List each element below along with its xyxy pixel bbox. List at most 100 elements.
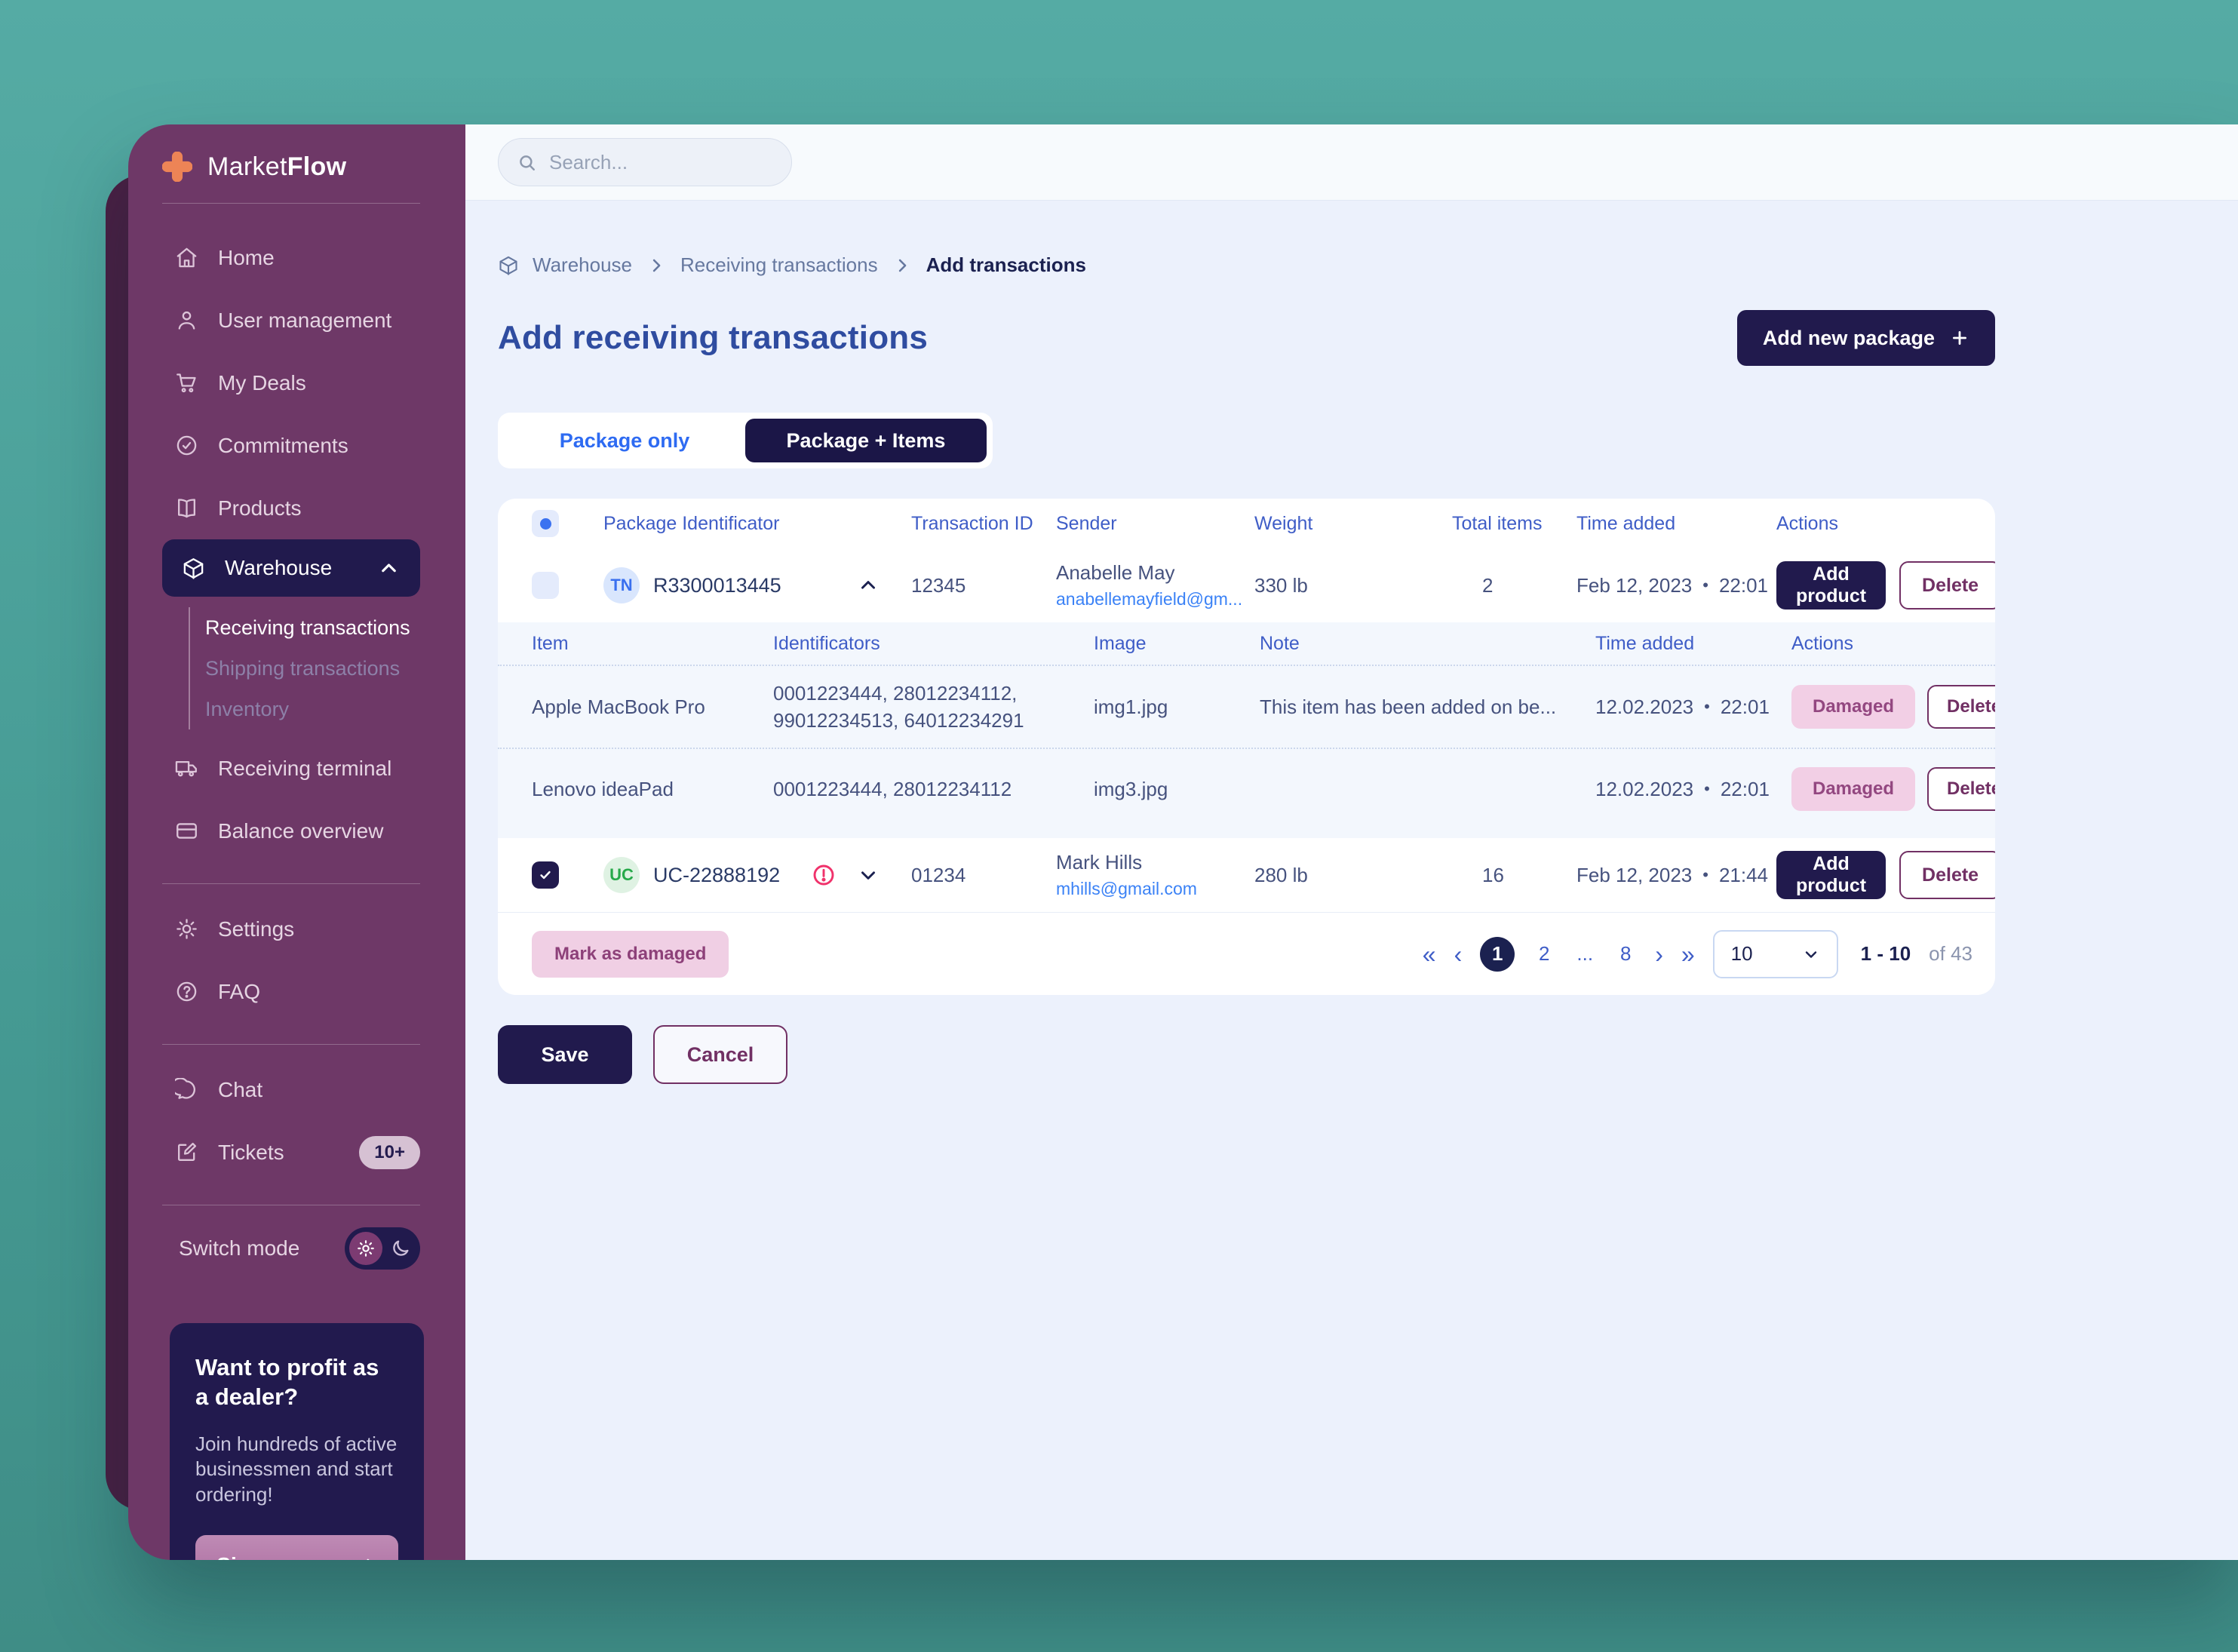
col-actions: Actions bbox=[1776, 512, 1838, 534]
sender-email-link[interactable]: anabellemayfield@gm... bbox=[1056, 589, 1243, 609]
tab-package-only[interactable]: Package only bbox=[559, 428, 690, 452]
sidebar-item-warehouse[interactable]: Warehouse bbox=[162, 539, 420, 597]
package-id: UC-22888192 bbox=[653, 863, 781, 886]
package-id: R3300013445 bbox=[653, 573, 781, 597]
logo-cross-icon bbox=[162, 152, 192, 182]
first-page-button[interactable]: « bbox=[1422, 940, 1436, 968]
sidebar-item-commitments[interactable]: Commitments bbox=[128, 414, 420, 477]
sidebar-divider bbox=[162, 203, 420, 204]
package-tabs: Package only Package + Items bbox=[498, 413, 993, 468]
sidebar: MarketFlow Home User management My Deals… bbox=[128, 124, 465, 1560]
add-new-package-button[interactable]: Add new package bbox=[1736, 310, 1995, 366]
item-name: Apple MacBook Pro bbox=[532, 695, 705, 718]
col-time-added: Time added bbox=[1595, 632, 1695, 654]
total-items-value: 2 bbox=[1482, 573, 1494, 597]
add-product-button[interactable]: Add product bbox=[1776, 561, 1886, 610]
chevron-up-icon bbox=[382, 563, 396, 572]
delete-package-button[interactable]: Delete bbox=[1899, 561, 1995, 610]
breadcrumb-receiving-transactions[interactable]: Receiving transactions bbox=[680, 253, 878, 276]
cube-icon bbox=[183, 557, 204, 579]
delete-item-button[interactable]: Delete bbox=[1927, 767, 1995, 811]
item-note: This item has been added on be... bbox=[1260, 695, 1557, 718]
sidebar-item-chat[interactable]: Chat bbox=[128, 1058, 420, 1121]
add-product-button[interactable]: Add product bbox=[1776, 851, 1886, 899]
user-icon bbox=[178, 311, 195, 330]
indeterminate-dot bbox=[539, 517, 551, 530]
sign-up-label: Sign up now bbox=[216, 1553, 342, 1560]
sidebar-item-products[interactable]: Products bbox=[128, 477, 420, 539]
sidebar-item-home[interactable]: Home bbox=[128, 226, 420, 289]
sidebar-item-settings[interactable]: Settings bbox=[128, 898, 420, 960]
item-identificators: 0001223444, 28012234112, 99012234513, 64… bbox=[773, 681, 1024, 732]
sidebar-item-my-deals[interactable]: My Deals bbox=[128, 352, 420, 414]
sender-name: Mark Hills bbox=[1056, 851, 1143, 874]
sidebar-item-label: Warehouse bbox=[225, 556, 333, 579]
tab-package-items[interactable]: Package + Items bbox=[745, 419, 987, 462]
cube-icon bbox=[499, 256, 517, 275]
alert-circle-icon bbox=[813, 864, 834, 886]
dealer-promo-card: Want to profit as a dealer? Join hundred… bbox=[170, 1323, 424, 1560]
sender-email-link[interactable]: mhills@gmail.com bbox=[1056, 879, 1197, 898]
pagination: « ‹ 1 2 ... 8 › » 10 1 - bbox=[1422, 929, 1972, 978]
search-input[interactable] bbox=[549, 150, 773, 174]
sidebar-item-label: FAQ bbox=[218, 979, 261, 1003]
package-badge: TN bbox=[603, 567, 640, 603]
damaged-badge: Damaged bbox=[1791, 767, 1916, 811]
check-icon bbox=[540, 871, 551, 880]
theme-toggle[interactable] bbox=[345, 1227, 420, 1270]
sidebar-item-label: Balance overview bbox=[218, 818, 384, 843]
submenu-shipping-transactions[interactable]: Shipping transactions bbox=[205, 648, 465, 689]
cancel-button[interactable]: Cancel bbox=[653, 1025, 787, 1084]
dot-separator: • bbox=[1704, 779, 1710, 798]
last-page-button[interactable]: » bbox=[1681, 940, 1695, 968]
page-2-button[interactable]: 2 bbox=[1538, 942, 1550, 965]
delete-package-button[interactable]: Delete bbox=[1899, 851, 1995, 899]
item-image-link[interactable]: img3.jpg bbox=[1094, 777, 1168, 800]
sidebar-item-balance-overview[interactable]: Balance overview bbox=[128, 800, 420, 862]
delete-item-button[interactable]: Delete bbox=[1927, 685, 1995, 729]
weight-value: 280 lb bbox=[1254, 863, 1308, 886]
sign-up-button[interactable]: Sign up now bbox=[195, 1534, 398, 1560]
item-image-link[interactable]: img1.jpg bbox=[1094, 695, 1168, 718]
sender-name: Anabelle May bbox=[1056, 561, 1175, 584]
sidebar-divider bbox=[162, 1044, 420, 1045]
col-transaction-id: Transaction ID bbox=[911, 512, 1033, 534]
mark-as-damaged-button[interactable]: Mark as damaged bbox=[532, 930, 729, 978]
breadcrumb: Warehouse Receiving transactions Add tra… bbox=[498, 253, 1995, 277]
col-actions: Actions bbox=[1791, 632, 1853, 654]
pencil-square-icon bbox=[178, 1142, 197, 1161]
breadcrumb-warehouse[interactable]: Warehouse bbox=[533, 253, 632, 276]
row-checkbox[interactable] bbox=[532, 572, 559, 599]
search-bar bbox=[498, 138, 792, 186]
page-size-value: 10 bbox=[1730, 942, 1753, 965]
page-size-select[interactable]: 10 bbox=[1712, 929, 1838, 978]
transaction-id-value: 12345 bbox=[911, 573, 966, 597]
truck-icon bbox=[175, 760, 197, 777]
item-date-added: 12.02.2023 bbox=[1595, 695, 1694, 718]
submenu-receiving-transactions[interactable]: Receiving transactions bbox=[205, 607, 465, 648]
time-added: 21:44 bbox=[1718, 863, 1769, 886]
page-1-button[interactable]: 1 bbox=[1480, 936, 1515, 972]
cart-icon bbox=[177, 373, 196, 393]
sidebar-item-tickets[interactable]: Tickets 10+ bbox=[128, 1121, 420, 1184]
sidebar-item-faq[interactable]: FAQ bbox=[128, 960, 420, 1023]
chevron-down-icon[interactable] bbox=[857, 864, 880, 886]
add-new-package-label: Add new package bbox=[1762, 326, 1935, 349]
sidebar-item-receiving-terminal[interactable]: Receiving terminal bbox=[128, 737, 420, 800]
app-window: MarketFlow Home User management My Deals… bbox=[128, 124, 2238, 1560]
sidebar-item-user-management[interactable]: User management bbox=[128, 289, 420, 352]
submenu-inventory[interactable]: Inventory bbox=[205, 689, 465, 729]
page-8-button[interactable]: 8 bbox=[1619, 942, 1632, 965]
select-all-checkbox[interactable] bbox=[532, 510, 559, 537]
col-total-items: Total items bbox=[1452, 512, 1543, 534]
dot-separator: • bbox=[1702, 865, 1708, 884]
home-icon bbox=[177, 247, 197, 268]
save-button[interactable]: Save bbox=[498, 1025, 632, 1084]
prev-page-button[interactable]: ‹ bbox=[1454, 940, 1463, 968]
chevron-up-icon[interactable] bbox=[857, 574, 880, 597]
tickets-count-badge: 10+ bbox=[359, 1135, 420, 1169]
breadcrumb-add-transactions: Add transactions bbox=[926, 253, 1086, 276]
sidebar-item-label: My Deals bbox=[218, 370, 306, 395]
row-checkbox[interactable] bbox=[532, 861, 559, 889]
next-page-button[interactable]: › bbox=[1655, 940, 1663, 968]
